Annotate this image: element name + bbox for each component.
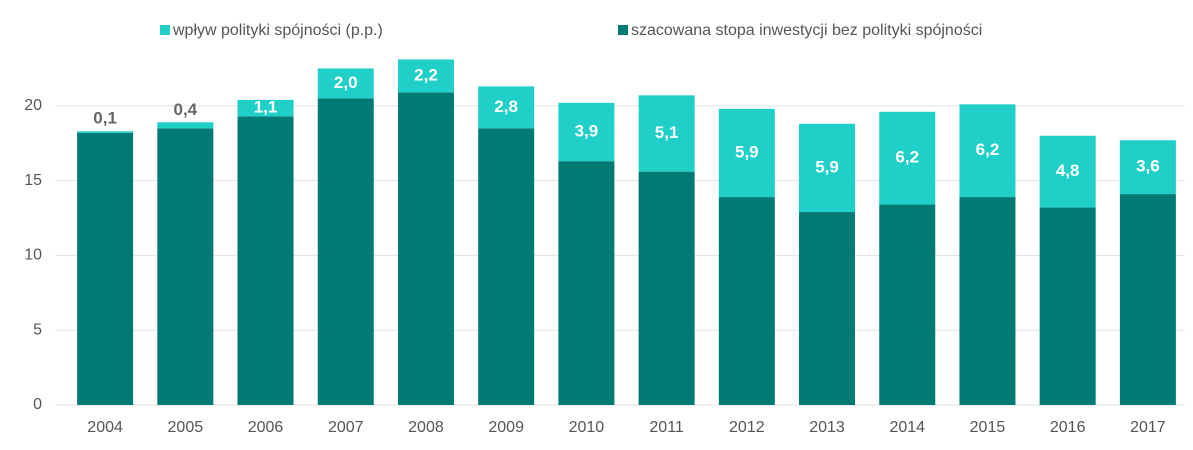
bar-segment bbox=[77, 132, 134, 405]
bar-segment bbox=[1119, 140, 1176, 195]
bar-segment bbox=[397, 92, 454, 405]
x-tick-label: 2005 bbox=[168, 419, 204, 436]
y-tick-label: 5 bbox=[33, 321, 42, 338]
x-tick-label: 2010 bbox=[569, 419, 605, 436]
x-tick-label: 2007 bbox=[328, 419, 364, 436]
data-label: 5,9 bbox=[735, 142, 759, 161]
bar-segment bbox=[1039, 135, 1096, 208]
bar-segment bbox=[718, 108, 775, 198]
x-tick-label: 2008 bbox=[408, 419, 444, 436]
bar-segment bbox=[397, 59, 454, 93]
data-label: 5,1 bbox=[655, 123, 679, 142]
x-tick-label: 2013 bbox=[809, 419, 845, 436]
bar-segment bbox=[157, 128, 214, 406]
x-tick-label: 2009 bbox=[488, 419, 524, 436]
data-label: 0,4 bbox=[174, 100, 198, 119]
bar-segment bbox=[799, 212, 856, 405]
bar-segment bbox=[879, 111, 936, 205]
bar-segment bbox=[478, 128, 535, 406]
bar-segment bbox=[558, 161, 615, 405]
legend-swatch bbox=[160, 25, 170, 35]
data-label: 3,9 bbox=[575, 121, 599, 140]
bar-segment bbox=[237, 116, 294, 405]
x-tick-label: 2014 bbox=[889, 419, 925, 436]
y-tick-label: 10 bbox=[24, 247, 42, 264]
bar-segment bbox=[1039, 207, 1096, 405]
data-label: 4,8 bbox=[1056, 161, 1080, 180]
bar-segment bbox=[237, 99, 294, 117]
bar-segment bbox=[638, 171, 695, 405]
legend-label: wpływ polityki spójności (p.p.) bbox=[172, 22, 383, 39]
data-label: 2,0 bbox=[334, 73, 358, 92]
bar-segment bbox=[718, 197, 775, 405]
x-tick-label: 2006 bbox=[248, 419, 284, 436]
y-tick-label: 20 bbox=[24, 97, 42, 114]
data-label: 2,2 bbox=[414, 65, 438, 84]
data-label: 1,1 bbox=[254, 98, 278, 117]
x-tick-label: 2004 bbox=[87, 419, 123, 436]
bar-segment bbox=[157, 122, 214, 129]
bar-segment bbox=[77, 131, 134, 133]
bar-segment bbox=[959, 197, 1016, 405]
data-label: 2,8 bbox=[494, 97, 518, 116]
bar-segment bbox=[478, 86, 535, 129]
legend-label: szacowana stopa inwestycji bez polityki … bbox=[631, 22, 982, 39]
bar-segment bbox=[879, 204, 936, 405]
data-label: 0,1 bbox=[93, 109, 117, 128]
bar-segment bbox=[558, 102, 615, 162]
bar-segment bbox=[317, 98, 374, 406]
x-tick-label: 2016 bbox=[1050, 419, 1086, 436]
x-tick-label: 2012 bbox=[729, 419, 765, 436]
bar-segment bbox=[959, 104, 1016, 198]
data-label: 6,2 bbox=[895, 148, 919, 167]
data-label: 6,2 bbox=[976, 140, 1000, 159]
bar-segment bbox=[317, 68, 374, 99]
y-tick-label: 0 bbox=[33, 396, 42, 413]
bar-segment bbox=[638, 95, 695, 172]
x-tick-label: 2017 bbox=[1130, 419, 1166, 436]
x-tick-label: 2015 bbox=[970, 419, 1006, 436]
bar-segment bbox=[1119, 194, 1176, 405]
data-label: 5,9 bbox=[815, 157, 839, 176]
x-tick-label: 2011 bbox=[649, 419, 684, 436]
y-tick-label: 15 bbox=[24, 172, 42, 189]
bar-segment bbox=[799, 123, 856, 213]
legend-swatch bbox=[618, 25, 628, 35]
data-label: 3,6 bbox=[1136, 157, 1160, 176]
